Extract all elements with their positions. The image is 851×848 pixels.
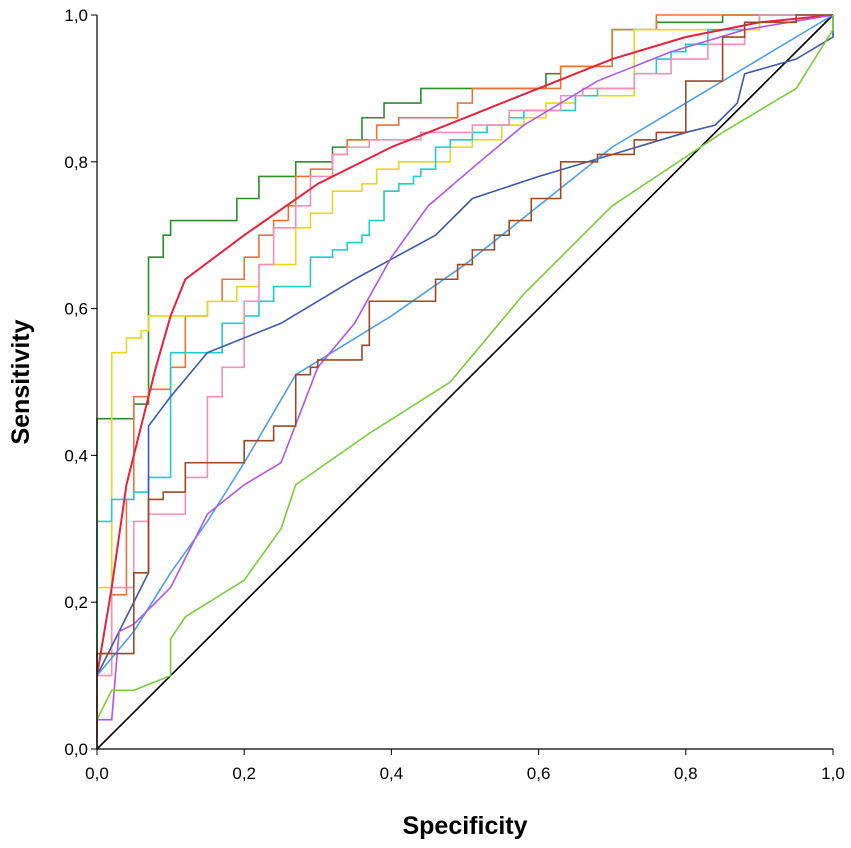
series-line-light-blue [96, 14, 834, 677]
y-tick-label: 0,4 [64, 446, 88, 465]
x-tick-label: 0,2 [232, 764, 256, 783]
x-tick-label: 0,6 [527, 764, 551, 783]
series-line-purple [97, 14, 834, 721]
series-line-cyan [96, 14, 833, 749]
x-tick-label: 0,8 [674, 764, 698, 783]
x-axis-title: Specificity [402, 812, 527, 840]
y-tick-label: 0,6 [64, 300, 88, 319]
series-line-dark-blue [96, 15, 834, 676]
y-tick-label: 0,2 [64, 593, 88, 612]
x-tick-label: 0,0 [85, 764, 109, 783]
series-line-pink [96, 14, 833, 749]
ticks-layer: 0,0 0,2 0,4 0,6 0,8 1,0 0,0 0,2 0,4 0,6 0,8 1,0 [64, 6, 844, 783]
axes-layer [96, 15, 833, 750]
y-tick-label: 0,0 [64, 740, 88, 759]
series-line-light-green [96, 15, 834, 720]
y-tick-label: 0,8 [64, 153, 88, 172]
series-line-reference-diagonal [96, 14, 834, 750]
x-tick-label: 0,4 [380, 764, 404, 783]
y-axis-title: Sensitivity [7, 319, 35, 444]
series-line-yellow [96, 14, 833, 749]
series-layer [96, 14, 834, 750]
x-tick-label: 1,0 [821, 764, 845, 783]
series-line-brown [96, 14, 833, 749]
series-line-red-smooth [96, 14, 834, 676]
y-tick-label: 1,0 [64, 6, 88, 25]
